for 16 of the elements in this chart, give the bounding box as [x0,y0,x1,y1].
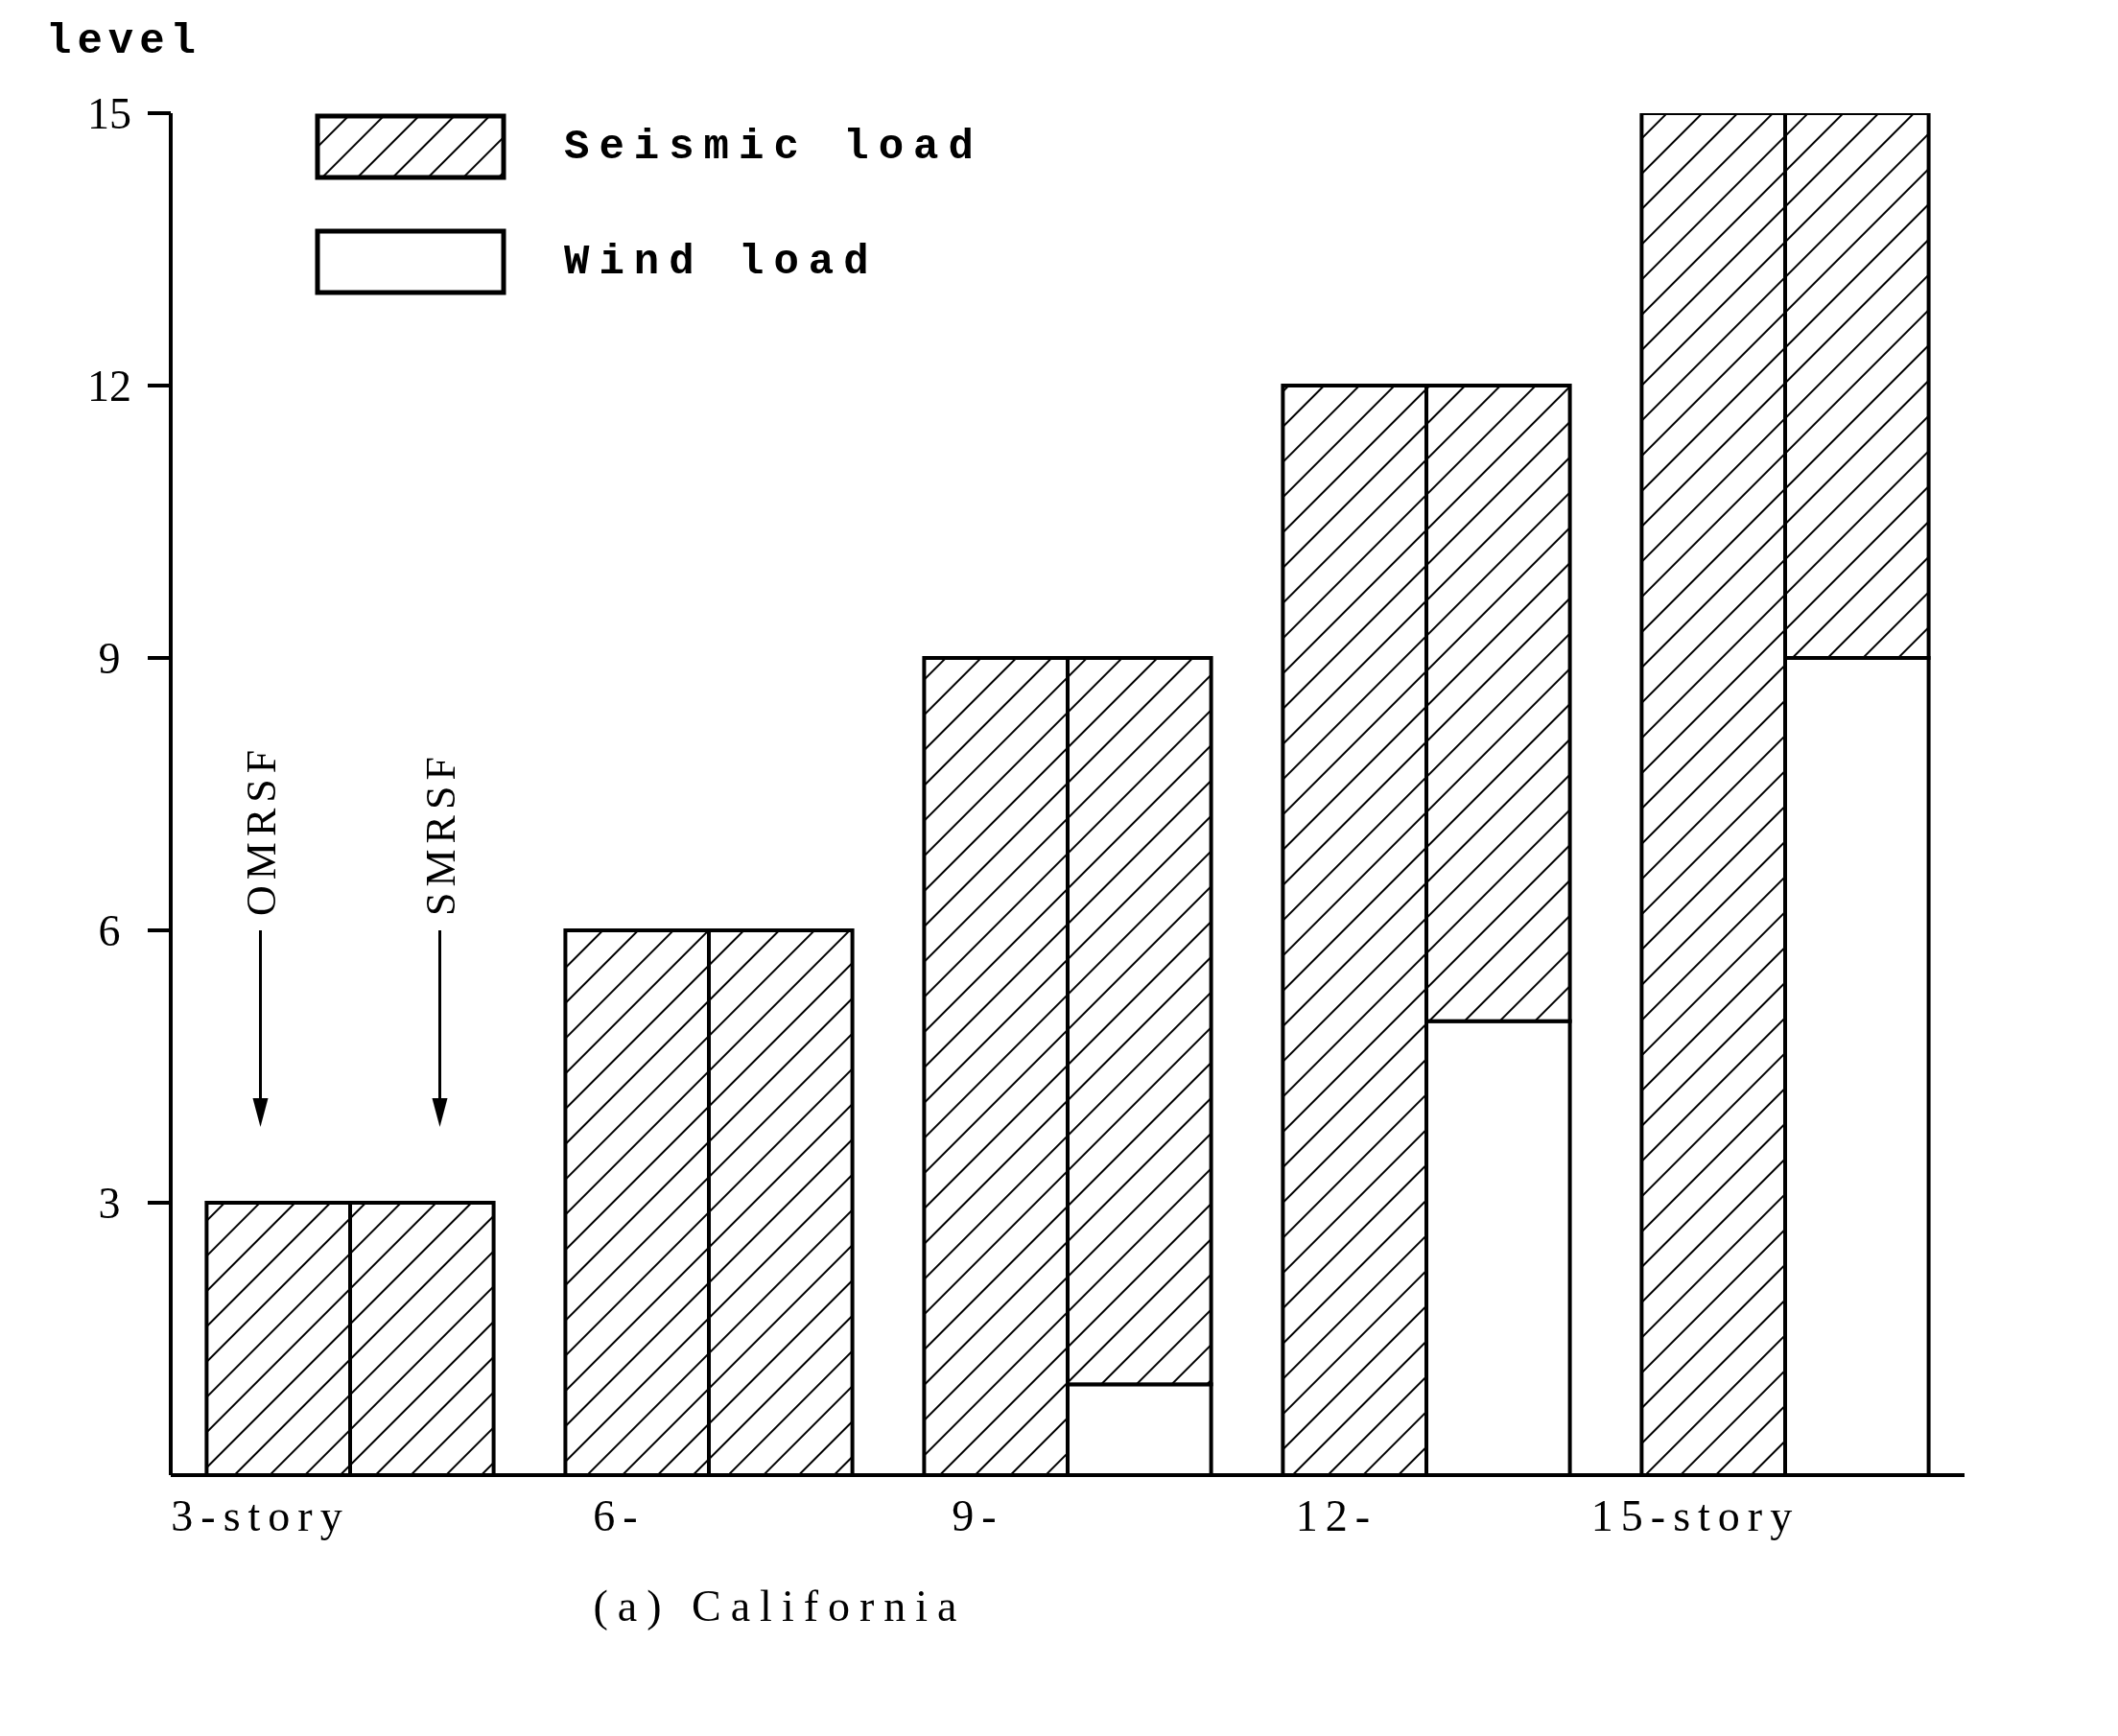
x-tick-label: 9- [952,1491,1004,1540]
y-tick-label: 6 [98,906,121,955]
y-axis-title: level [46,17,202,65]
y-tick-label: 15 [87,89,131,138]
legend-label: Seismic load [564,123,983,171]
x-axis-title: (a) California [592,1581,968,1631]
y-tick-label: 9 [98,634,121,683]
annotation: SMRSF [416,751,464,916]
x-tick-label: 12- [1295,1491,1378,1540]
x-tick-label: 15-story [1590,1491,1800,1540]
x-tick-label: 6- [593,1491,646,1540]
legend-label: Wind load [564,238,879,286]
y-tick-label: 12 [87,362,131,411]
annotation: OMRSF [237,743,285,916]
x-tick-label: 3-story [171,1491,350,1540]
y-tick-label: 3 [98,1179,121,1228]
